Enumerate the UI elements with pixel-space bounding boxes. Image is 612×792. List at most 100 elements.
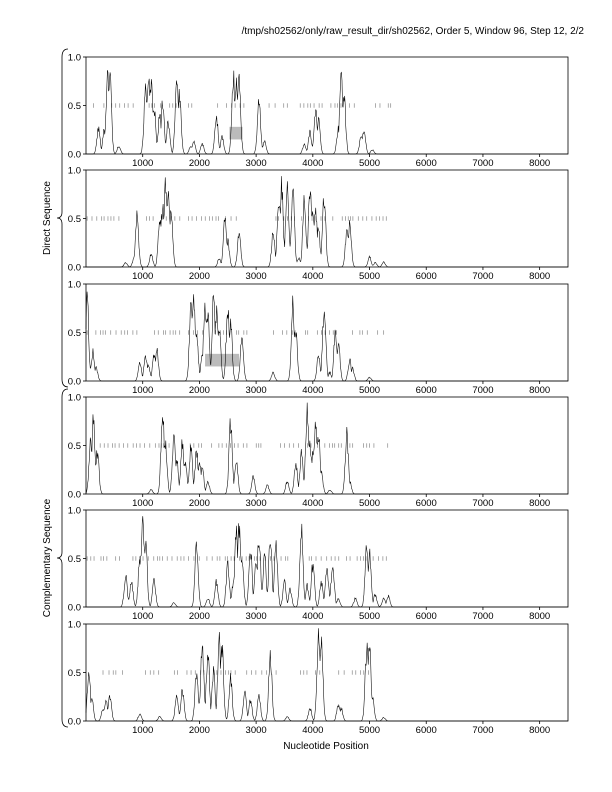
chart-panel-1: 0.0 0.5 1.0 1000 2000 3000 4000 5000 6000 7000 800… — [68, 52, 569, 169]
y-tick-label: 1.0 — [68, 392, 81, 403]
marker-ticks — [86, 216, 387, 221]
x-tick-label: 2000 — [189, 158, 210, 169]
x-tick-label: 3000 — [246, 498, 267, 509]
highlight-box — [205, 353, 240, 367]
x-tick-label: 1000 — [132, 725, 153, 736]
panel-frame — [85, 623, 569, 722]
x-tick-label: 1000 — [132, 611, 153, 622]
y-tick-label: 1.0 — [68, 279, 81, 290]
series-line — [86, 516, 568, 608]
group-label: Complementary Sequence — [42, 498, 53, 617]
chart-panel-6: 0.0 0.5 1.0 1000 2000 3000 4000 5000 6000 7000 800… — [68, 619, 569, 736]
panel-frame — [85, 56, 569, 155]
y-tick-label: 0.0 — [68, 716, 81, 727]
group-label: Direct Sequence — [42, 181, 53, 255]
y-tick-label: 0.0 — [68, 602, 81, 613]
y-tick-label: 0.0 — [68, 376, 81, 387]
series-line — [86, 70, 568, 155]
x-tick-label: 7000 — [472, 158, 493, 169]
marker-ticks — [99, 443, 389, 448]
x-tick-label: 6000 — [416, 611, 437, 622]
group-bracket-1: Direct Sequence — [42, 48, 69, 388]
chart-panel-4: 0.0 0.5 1.0 1000 2000 3000 4000 5000 6000 7000 800… — [68, 392, 569, 509]
y-tick-label: 0.0 — [68, 489, 81, 500]
x-tick-label: 6000 — [416, 725, 437, 736]
x-tick-label: 4000 — [302, 158, 323, 169]
x-tick-label: 2000 — [189, 271, 210, 282]
series-line — [85, 291, 568, 382]
marker-ticks — [93, 103, 392, 108]
x-tick-label: 7000 — [472, 385, 493, 396]
y-tick-label: 1.0 — [68, 619, 81, 630]
x-tick-label: 7000 — [472, 498, 493, 509]
x-axis-title: Nucleotide Position — [283, 741, 369, 752]
x-tick-label: 8000 — [529, 611, 550, 622]
series-line — [85, 402, 568, 495]
x-tick-label: 6000 — [416, 271, 437, 282]
y-tick-label: 0.0 — [68, 262, 81, 273]
series-line — [85, 628, 568, 722]
y-tick-label: 0.5 — [68, 101, 81, 112]
x-tick-label: 5000 — [359, 385, 380, 396]
x-tick-label: 2000 — [189, 725, 210, 736]
x-tick-label: 5000 — [359, 158, 380, 169]
y-tick-label: 0.0 — [68, 149, 81, 160]
x-tick-label: 7000 — [472, 271, 493, 282]
x-tick-label: 2000 — [189, 385, 210, 396]
highlight-box — [229, 126, 243, 140]
x-tick-label: 4000 — [302, 498, 323, 509]
x-tick-label: 3000 — [246, 271, 267, 282]
x-tick-label: 8000 — [529, 271, 550, 282]
x-tick-label: 8000 — [529, 725, 550, 736]
chart-panel-5: 0.0 0.5 1.0 1000 2000 3000 4000 5000 6000 7000 800… — [68, 505, 569, 622]
y-tick-label: 0.5 — [68, 214, 81, 225]
x-tick-label: 3000 — [246, 725, 267, 736]
x-tick-label: 5000 — [359, 271, 380, 282]
chart-panel-3: 0.0 0.5 1.0 1000 2000 3000 4000 5000 6000 7000 800… — [68, 279, 569, 396]
chart-panels: 0.0 0.5 1.0 1000 2000 3000 4000 5000 6000 7000 800… — [68, 52, 569, 736]
x-tick-label: 1000 — [132, 498, 153, 509]
y-tick-label: 0.5 — [68, 328, 81, 339]
x-tick-label: 2000 — [189, 611, 210, 622]
x-tick-label: 7000 — [472, 725, 493, 736]
x-tick-label: 6000 — [416, 158, 437, 169]
marker-ticks — [102, 670, 369, 675]
x-tick-label: 8000 — [529, 158, 550, 169]
x-tick-label: 4000 — [302, 271, 323, 282]
bracket-path — [56, 388, 69, 728]
x-tick-label: 5000 — [359, 498, 380, 509]
chart-panel-2: 0.0 0.5 1.0 1000 2000 3000 4000 5000 6000 7000 800… — [68, 165, 569, 282]
x-tick-label: 4000 — [302, 385, 323, 396]
x-tick-label: 1000 — [132, 271, 153, 282]
panel-group-brackets: Direct Sequence Complementary Sequence — [42, 48, 69, 728]
x-tick-label: 5000 — [359, 611, 380, 622]
x-tick-label: 1000 — [132, 158, 153, 169]
series-line — [86, 176, 568, 268]
x-tick-label: 8000 — [529, 498, 550, 509]
x-tick-label: 4000 — [302, 725, 323, 736]
x-tick-label: 6000 — [416, 498, 437, 509]
x-tick-label: 7000 — [472, 611, 493, 622]
x-tick-label: 1000 — [132, 385, 153, 396]
y-tick-label: 0.5 — [68, 668, 81, 679]
marker-ticks — [86, 330, 385, 335]
marker-ticks — [86, 556, 387, 561]
y-tick-label: 1.0 — [68, 165, 81, 176]
y-tick-label: 1.0 — [68, 52, 81, 63]
group-bracket-2: Complementary Sequence — [42, 388, 69, 728]
x-tick-label: 3000 — [246, 158, 267, 169]
x-tick-label: 8000 — [529, 385, 550, 396]
x-tick-label: 6000 — [416, 385, 437, 396]
x-tick-label: 3000 — [246, 385, 267, 396]
x-tick-label: 2000 — [189, 498, 210, 509]
x-tick-label: 5000 — [359, 725, 380, 736]
panel-frame — [85, 396, 569, 495]
y-tick-label: 0.5 — [68, 554, 81, 565]
y-tick-label: 0.5 — [68, 441, 81, 452]
x-tick-label: 4000 — [302, 611, 323, 622]
x-tick-label: 3000 — [246, 611, 267, 622]
y-tick-label: 1.0 — [68, 505, 81, 516]
header-title: /tmp/sh02562/only/raw_result_dir/sh02562… — [241, 26, 584, 37]
bracket-path — [56, 48, 69, 388]
